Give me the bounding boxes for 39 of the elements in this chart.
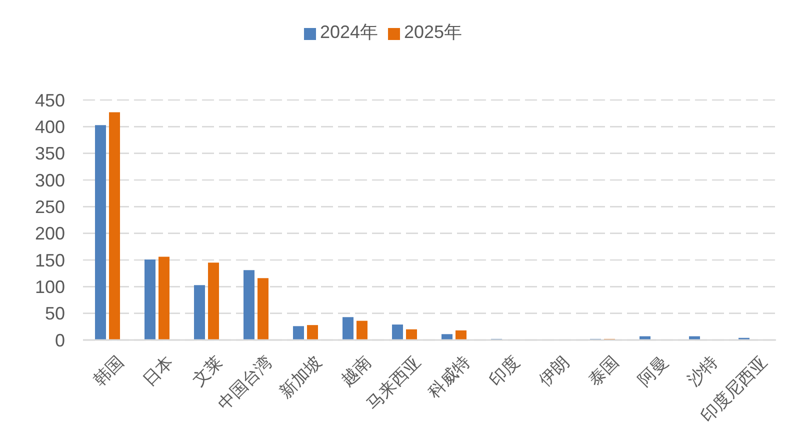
y-tick-label: 100 bbox=[34, 277, 65, 298]
x-tick-label: 韩国 bbox=[90, 352, 128, 390]
y-tick-label: 400 bbox=[34, 117, 65, 138]
y-tick-label: 300 bbox=[34, 170, 65, 190]
legend-label: 2024年 bbox=[320, 22, 378, 42]
y-tick-label: 50 bbox=[44, 304, 65, 324]
x-tick-label: 文莱 bbox=[189, 352, 227, 390]
y-tick-label: 250 bbox=[34, 197, 65, 218]
y-tick-label: 450 bbox=[34, 90, 65, 110]
bar bbox=[109, 112, 120, 340]
bar bbox=[158, 256, 170, 340]
bar bbox=[406, 329, 417, 340]
y-tick-label: 0 bbox=[54, 330, 65, 350]
bar bbox=[95, 125, 106, 340]
legend-label: 2025年 bbox=[404, 22, 462, 42]
x-tick-label: 印度 bbox=[486, 352, 524, 390]
x-tick-label: 科威特 bbox=[424, 352, 474, 402]
x-tick-label: 沙特 bbox=[684, 352, 722, 390]
bar bbox=[307, 325, 318, 340]
bar bbox=[342, 317, 354, 340]
bar bbox=[144, 259, 156, 340]
x-tick-label: 伊朗 bbox=[536, 352, 574, 390]
x-tick-label: 日本 bbox=[140, 352, 178, 390]
bar bbox=[293, 326, 304, 340]
bar bbox=[208, 262, 219, 340]
bar bbox=[244, 270, 254, 340]
y-tick-label: 200 bbox=[34, 224, 65, 244]
x-tick-label: 阿曼 bbox=[634, 352, 672, 390]
x-tick-label: 越南 bbox=[338, 352, 376, 390]
x-tick-label: 泰国 bbox=[585, 352, 623, 390]
y-tick-label: 350 bbox=[34, 144, 65, 164]
y-tick-label: 150 bbox=[34, 250, 65, 270]
bar bbox=[442, 334, 452, 340]
bar bbox=[194, 285, 205, 340]
bar bbox=[258, 278, 268, 340]
bar bbox=[392, 324, 403, 340]
x-tick-label: 新加坡 bbox=[276, 352, 326, 402]
bar bbox=[456, 330, 466, 340]
bar bbox=[356, 320, 368, 340]
